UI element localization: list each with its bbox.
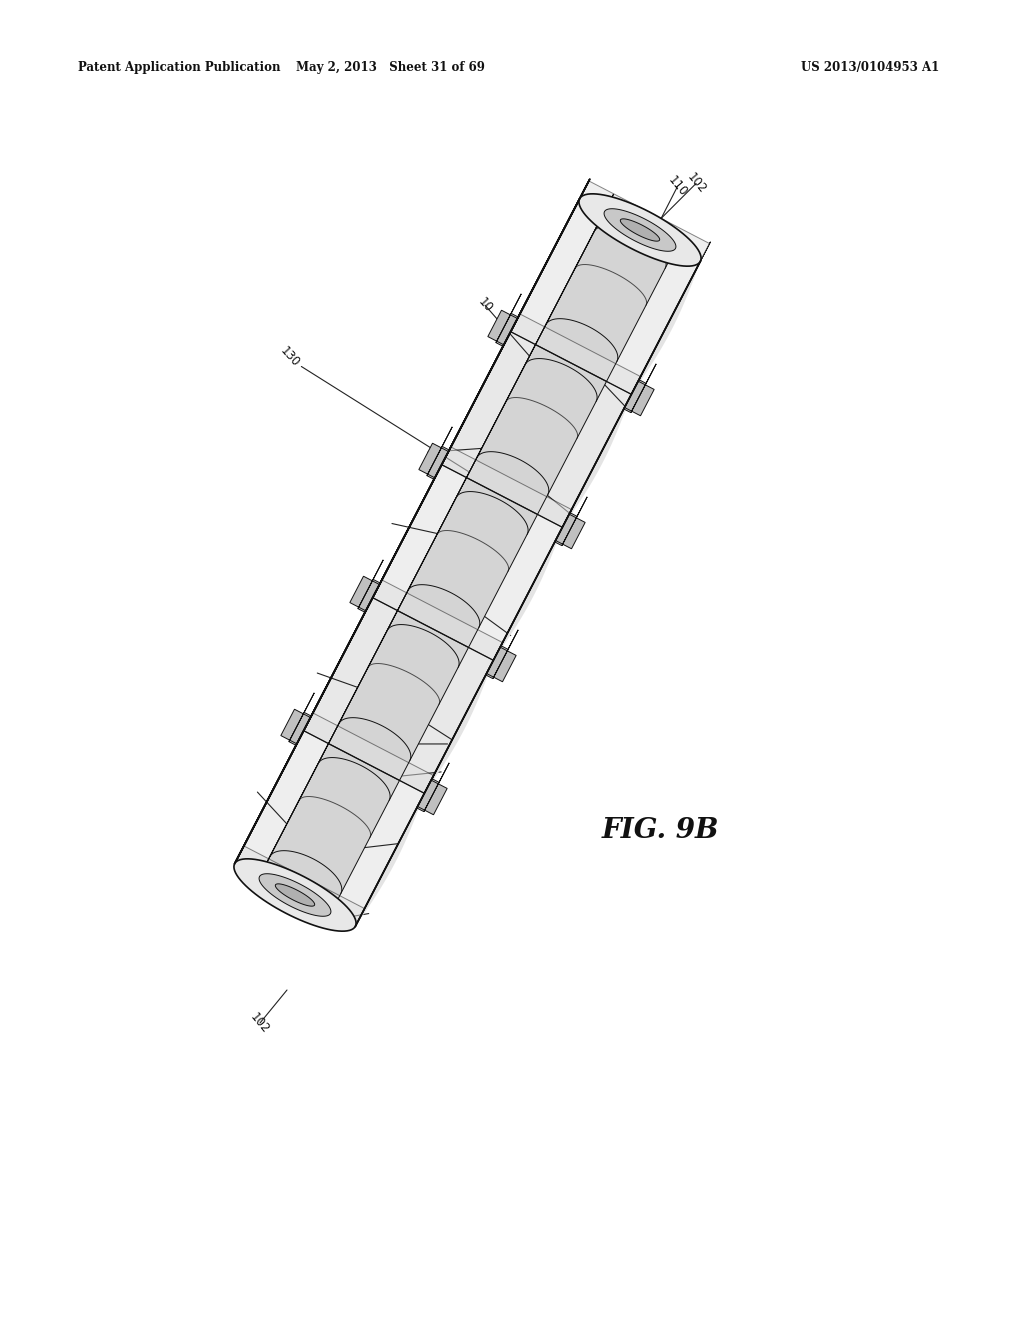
Text: US 2013/0104953 A1: US 2013/0104953 A1 [801,62,939,74]
Polygon shape [234,711,313,863]
Text: 30: 30 [395,700,416,719]
Polygon shape [355,774,434,927]
Polygon shape [281,709,310,744]
Polygon shape [485,645,508,678]
Text: 110: 110 [369,731,393,756]
Polygon shape [562,375,641,527]
Polygon shape [234,180,590,863]
Text: FIG. 9B: FIG. 9B [601,817,719,843]
Polygon shape [494,527,562,660]
Polygon shape [624,380,646,413]
Polygon shape [417,779,439,812]
Text: 110: 110 [367,682,391,708]
Polygon shape [555,512,578,545]
Polygon shape [503,297,528,346]
Polygon shape [624,360,649,409]
Polygon shape [259,743,399,913]
Text: 20: 20 [342,840,362,859]
Polygon shape [555,494,580,543]
Polygon shape [511,180,590,331]
Polygon shape [631,364,656,413]
Polygon shape [365,564,390,612]
Polygon shape [424,660,494,793]
Text: 102: 102 [684,170,709,197]
Polygon shape [275,884,314,906]
Polygon shape [486,647,516,681]
Polygon shape [329,611,469,780]
Polygon shape [632,242,711,395]
Polygon shape [494,508,572,660]
Polygon shape [304,713,433,793]
Polygon shape [536,211,676,381]
Text: Patent Application Publication: Patent Application Publication [78,62,281,74]
Polygon shape [424,763,450,812]
Polygon shape [496,294,521,343]
Polygon shape [621,219,659,242]
Polygon shape [373,445,452,598]
Text: 10: 10 [475,296,495,315]
Polygon shape [289,713,311,746]
Polygon shape [632,261,700,395]
Polygon shape [511,199,700,395]
Text: 10a: 10a [457,528,481,553]
Polygon shape [304,578,383,731]
Polygon shape [419,444,449,478]
Text: 102: 102 [485,434,510,459]
Polygon shape [562,496,587,545]
Polygon shape [234,731,424,927]
Polygon shape [562,395,632,527]
Polygon shape [441,331,632,527]
Polygon shape [625,381,654,416]
Polygon shape [467,345,606,515]
Text: 10b: 10b [283,820,306,845]
Polygon shape [424,640,504,793]
Polygon shape [417,759,442,808]
Text: 130: 130 [278,345,302,370]
Polygon shape [350,577,380,611]
Polygon shape [427,426,453,475]
Polygon shape [580,181,710,261]
Polygon shape [485,626,511,675]
Polygon shape [234,846,365,927]
Text: 20: 20 [449,587,469,607]
Polygon shape [496,313,518,346]
Polygon shape [355,793,424,927]
Polygon shape [418,780,447,814]
Polygon shape [556,515,585,549]
Text: 110: 110 [666,174,690,199]
Polygon shape [493,630,518,678]
Polygon shape [604,209,676,251]
Polygon shape [373,465,562,660]
Polygon shape [259,874,331,916]
Polygon shape [441,312,521,465]
Polygon shape [579,194,701,267]
Polygon shape [434,430,460,479]
Polygon shape [511,314,641,395]
Polygon shape [304,598,494,793]
Polygon shape [373,579,503,660]
Text: 40: 40 [511,465,530,483]
Polygon shape [358,579,380,612]
Polygon shape [259,194,613,876]
Polygon shape [487,310,517,345]
Polygon shape [233,859,356,931]
Polygon shape [427,446,450,479]
Text: 40: 40 [374,768,393,788]
Text: 30: 30 [313,912,333,932]
Text: May 2, 2013   Sheet 31 of 69: May 2, 2013 Sheet 31 of 69 [296,62,484,74]
Text: 50: 50 [566,345,586,364]
Polygon shape [441,447,571,527]
Polygon shape [358,560,383,609]
Polygon shape [234,199,700,927]
Polygon shape [296,697,322,746]
Text: 102: 102 [248,1010,272,1036]
Polygon shape [289,693,314,742]
Polygon shape [397,478,538,647]
